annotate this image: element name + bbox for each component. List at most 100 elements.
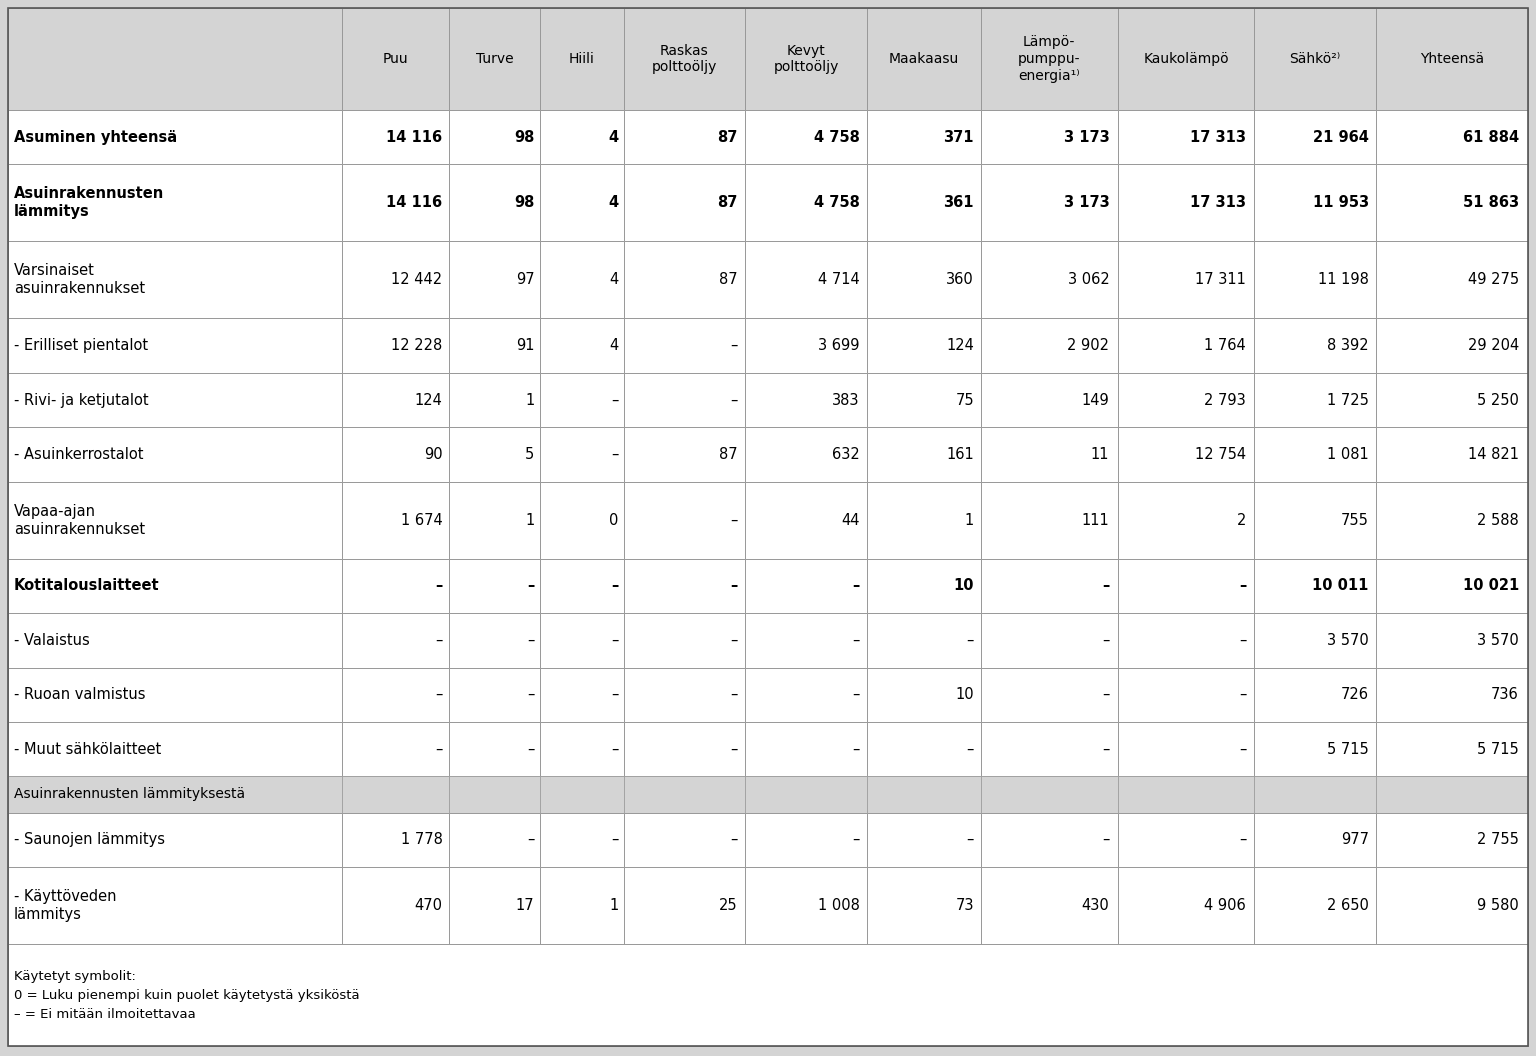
Bar xyxy=(343,482,449,559)
Bar xyxy=(1118,8,1255,110)
Bar xyxy=(541,722,624,776)
Text: 51 863: 51 863 xyxy=(1462,195,1519,210)
Bar xyxy=(624,722,745,776)
Text: Yhteensä: Yhteensä xyxy=(1419,52,1484,65)
Bar xyxy=(1255,165,1376,242)
Bar xyxy=(745,722,866,776)
Text: 124: 124 xyxy=(415,393,442,408)
Text: –: – xyxy=(852,832,860,847)
Text: 11: 11 xyxy=(1091,447,1109,461)
Bar xyxy=(1376,614,1528,667)
Text: 75: 75 xyxy=(955,393,974,408)
Text: 10 021: 10 021 xyxy=(1462,579,1519,593)
Text: 2: 2 xyxy=(1236,513,1246,528)
Bar xyxy=(449,8,541,110)
Bar xyxy=(449,319,541,373)
Text: 371: 371 xyxy=(943,130,974,145)
Bar xyxy=(1118,559,1255,614)
Bar xyxy=(866,667,982,722)
Bar xyxy=(982,428,1118,482)
Bar xyxy=(866,8,982,110)
Bar xyxy=(982,867,1118,944)
Bar xyxy=(866,776,982,812)
Text: Sähkö²⁾: Sähkö²⁾ xyxy=(1290,52,1341,65)
Bar xyxy=(449,812,541,867)
Bar xyxy=(449,165,541,242)
Bar xyxy=(866,482,982,559)
Text: 977: 977 xyxy=(1341,832,1369,847)
Bar xyxy=(8,319,343,373)
Text: –: – xyxy=(852,687,860,702)
Bar xyxy=(1118,482,1255,559)
Bar xyxy=(866,428,982,482)
Text: 17: 17 xyxy=(516,898,535,913)
Text: 3 570: 3 570 xyxy=(1478,633,1519,647)
Bar xyxy=(745,428,866,482)
Text: 383: 383 xyxy=(833,393,860,408)
Text: 12 754: 12 754 xyxy=(1195,447,1246,461)
Bar xyxy=(1118,867,1255,944)
Text: 0: 0 xyxy=(610,513,619,528)
Text: 1: 1 xyxy=(965,513,974,528)
Bar xyxy=(1376,722,1528,776)
Text: –: – xyxy=(611,741,619,756)
Text: 4 758: 4 758 xyxy=(814,130,860,145)
Text: 360: 360 xyxy=(946,272,974,287)
Text: 3 699: 3 699 xyxy=(819,338,860,353)
Text: 87: 87 xyxy=(719,447,737,461)
Text: 10 011: 10 011 xyxy=(1312,579,1369,593)
Bar xyxy=(982,776,1118,812)
Bar xyxy=(343,776,449,812)
Bar xyxy=(449,242,541,319)
Bar xyxy=(1376,319,1528,373)
Bar xyxy=(982,482,1118,559)
Text: 2 902: 2 902 xyxy=(1068,338,1109,353)
Bar xyxy=(8,482,343,559)
Text: 4 906: 4 906 xyxy=(1204,898,1246,913)
Bar xyxy=(1376,776,1528,812)
Text: 4: 4 xyxy=(610,338,619,353)
Text: - Ruoan valmistus: - Ruoan valmistus xyxy=(14,687,146,702)
Bar xyxy=(982,110,1118,165)
Bar xyxy=(982,319,1118,373)
Bar xyxy=(1376,428,1528,482)
Text: –: – xyxy=(527,741,535,756)
Bar xyxy=(624,165,745,242)
Text: - Käyttöveden
lämmitys: - Käyttöveden lämmitys xyxy=(14,889,117,922)
Bar xyxy=(866,373,982,428)
Bar xyxy=(1376,667,1528,722)
Bar xyxy=(624,110,745,165)
Bar xyxy=(8,667,343,722)
Bar xyxy=(343,559,449,614)
Bar xyxy=(1376,867,1528,944)
Text: –: – xyxy=(731,393,737,408)
Text: 98: 98 xyxy=(515,195,535,210)
Text: 1 008: 1 008 xyxy=(817,898,860,913)
Text: 4: 4 xyxy=(608,130,619,145)
Bar xyxy=(1255,373,1376,428)
Bar xyxy=(866,319,982,373)
Bar xyxy=(745,165,866,242)
Bar xyxy=(1376,8,1528,110)
Text: 10: 10 xyxy=(955,687,974,702)
Text: - Valaistus: - Valaistus xyxy=(14,633,89,647)
Bar xyxy=(541,667,624,722)
Text: 4: 4 xyxy=(608,195,619,210)
Text: –: – xyxy=(527,633,535,647)
Text: - Saunojen lämmitys: - Saunojen lämmitys xyxy=(14,832,164,847)
Bar xyxy=(541,373,624,428)
Bar xyxy=(624,614,745,667)
Bar xyxy=(1255,242,1376,319)
Text: –: – xyxy=(966,633,974,647)
Bar xyxy=(1118,319,1255,373)
Bar xyxy=(982,373,1118,428)
Bar xyxy=(1118,722,1255,776)
Text: –: – xyxy=(611,447,619,461)
Text: –: – xyxy=(435,633,442,647)
Bar xyxy=(745,559,866,614)
Text: 736: 736 xyxy=(1491,687,1519,702)
Bar xyxy=(8,242,343,319)
Bar xyxy=(745,482,866,559)
Bar xyxy=(745,776,866,812)
Text: –: – xyxy=(852,579,860,593)
